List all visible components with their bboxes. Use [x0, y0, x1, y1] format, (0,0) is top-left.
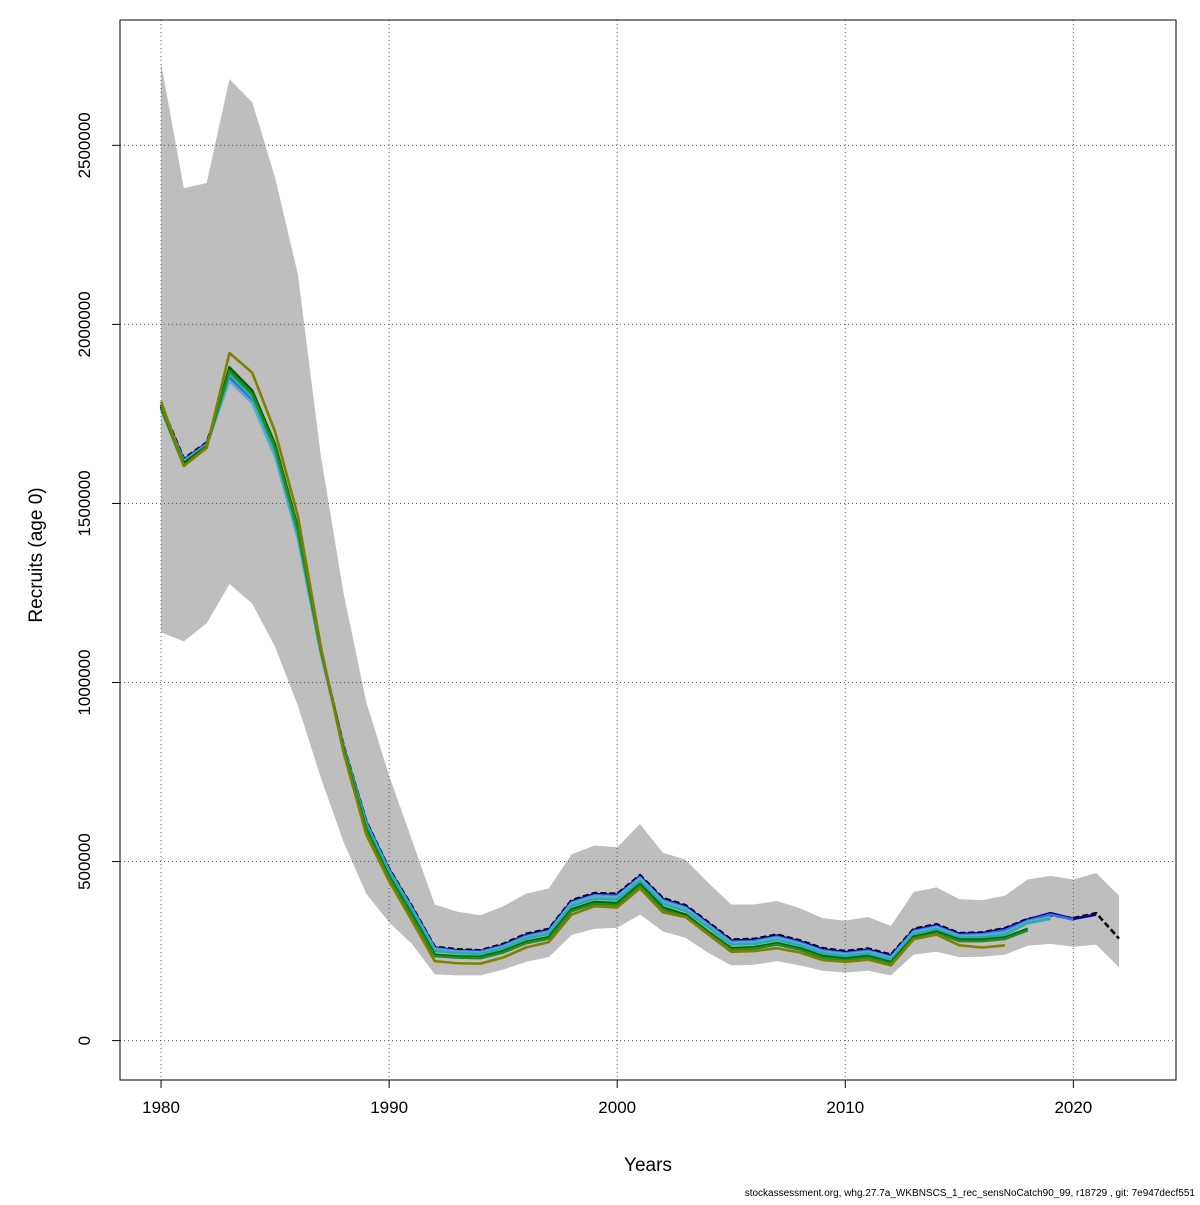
x-tick-label: 2000	[598, 1098, 636, 1117]
axis-layer: 1980 1990 2000 2010 2020 0 500000 1000000 150000…	[75, 112, 1092, 1117]
grid-layer	[120, 20, 1176, 1080]
x-tick-label: 2010	[826, 1098, 864, 1117]
x-tick-label: 2020	[1054, 1098, 1092, 1117]
footer-note: stockassessment.org, whg.27.7a_WKBNSCS_1…	[745, 1188, 1196, 1199]
confidence-band	[161, 62, 1119, 976]
series-line-7	[159, 369, 1029, 965]
plot-frame	[119, 19, 1177, 1081]
y-tick-label: 1500000	[75, 470, 94, 536]
y-tick-label: 1000000	[75, 649, 94, 715]
confidence-band-layer	[161, 62, 1119, 976]
y-tick-label: 2500000	[75, 112, 94, 178]
y-tick-label: 500000	[75, 833, 94, 890]
x-tick-label: 1990	[370, 1098, 408, 1117]
x-tick-label: 1980	[142, 1098, 180, 1117]
y-axis-title: Recruits (age 0)	[26, 487, 47, 622]
x-axis-title: Years	[624, 1155, 672, 1176]
y-tick-label: 0	[75, 1036, 94, 1045]
y-tick-label: 2000000	[75, 291, 94, 357]
series-layer	[159, 351, 1120, 967]
series-line-8	[159, 351, 1006, 967]
